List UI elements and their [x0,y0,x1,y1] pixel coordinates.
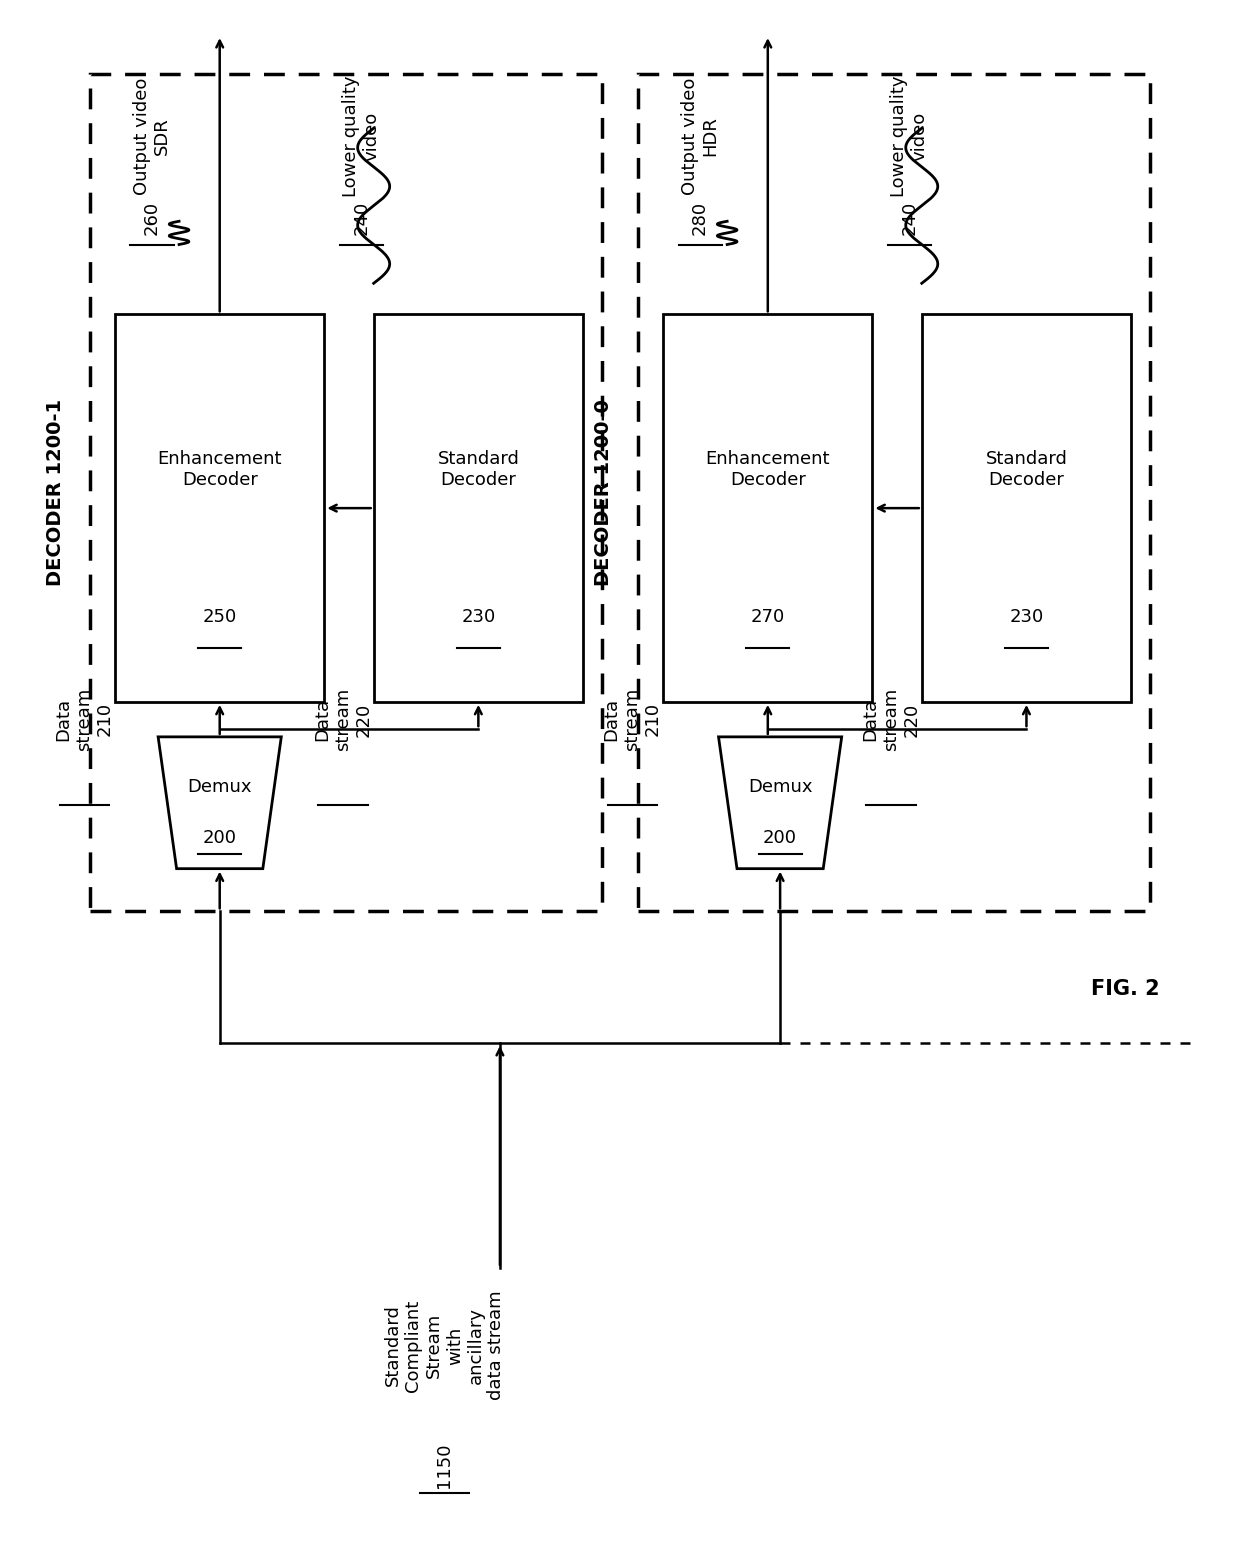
Bar [373,315,583,702]
Bar [921,315,1131,702]
Polygon shape [159,737,281,868]
Text: DECODER 1200-1: DECODER 1200-1 [46,399,66,586]
Text: Output video
SDR: Output video SDR [133,78,171,195]
Text: Output video
HDR: Output video HDR [681,78,719,195]
Text: 230: 230 [461,608,496,625]
Text: Data
stream
220: Data stream 220 [312,688,373,751]
Text: FIG. 2: FIG. 2 [1091,979,1159,999]
Text: Enhancement
Decoder: Enhancement Decoder [706,451,830,490]
Text: 240: 240 [900,201,919,235]
Text: Demux: Demux [187,778,252,797]
Text: DECODER 1200-0: DECODER 1200-0 [594,399,614,586]
Text: Lower quality
video: Lower quality video [890,75,929,196]
Bar [639,73,1149,912]
Bar [663,315,873,702]
Text: Standard
Decoder: Standard Decoder [438,451,520,490]
Text: 280: 280 [691,201,709,235]
Text: 260: 260 [143,201,161,235]
Bar [115,315,325,702]
Text: Data
stream
210: Data stream 210 [603,688,662,751]
Text: Lower quality
video: Lower quality video [342,75,381,196]
Text: Enhancement
Decoder: Enhancement Decoder [157,451,281,490]
Text: Data
stream
210: Data stream 210 [55,688,114,751]
Text: 1150: 1150 [435,1442,454,1487]
Text: 240: 240 [352,201,371,235]
Text: 200: 200 [202,829,237,848]
Text: Data
stream
220: Data stream 220 [861,688,921,751]
Text: Demux: Demux [748,778,812,797]
Text: 200: 200 [763,829,797,848]
Polygon shape [718,737,842,868]
Text: 250: 250 [202,608,237,625]
Text: 270: 270 [750,608,785,625]
Text: Standard
Compliant
Stream
with
ancillary
data stream: Standard Compliant Stream with ancillary… [383,1291,506,1400]
Text: 230: 230 [1009,608,1044,625]
Text: Standard
Decoder: Standard Decoder [986,451,1068,490]
Bar [91,73,601,912]
